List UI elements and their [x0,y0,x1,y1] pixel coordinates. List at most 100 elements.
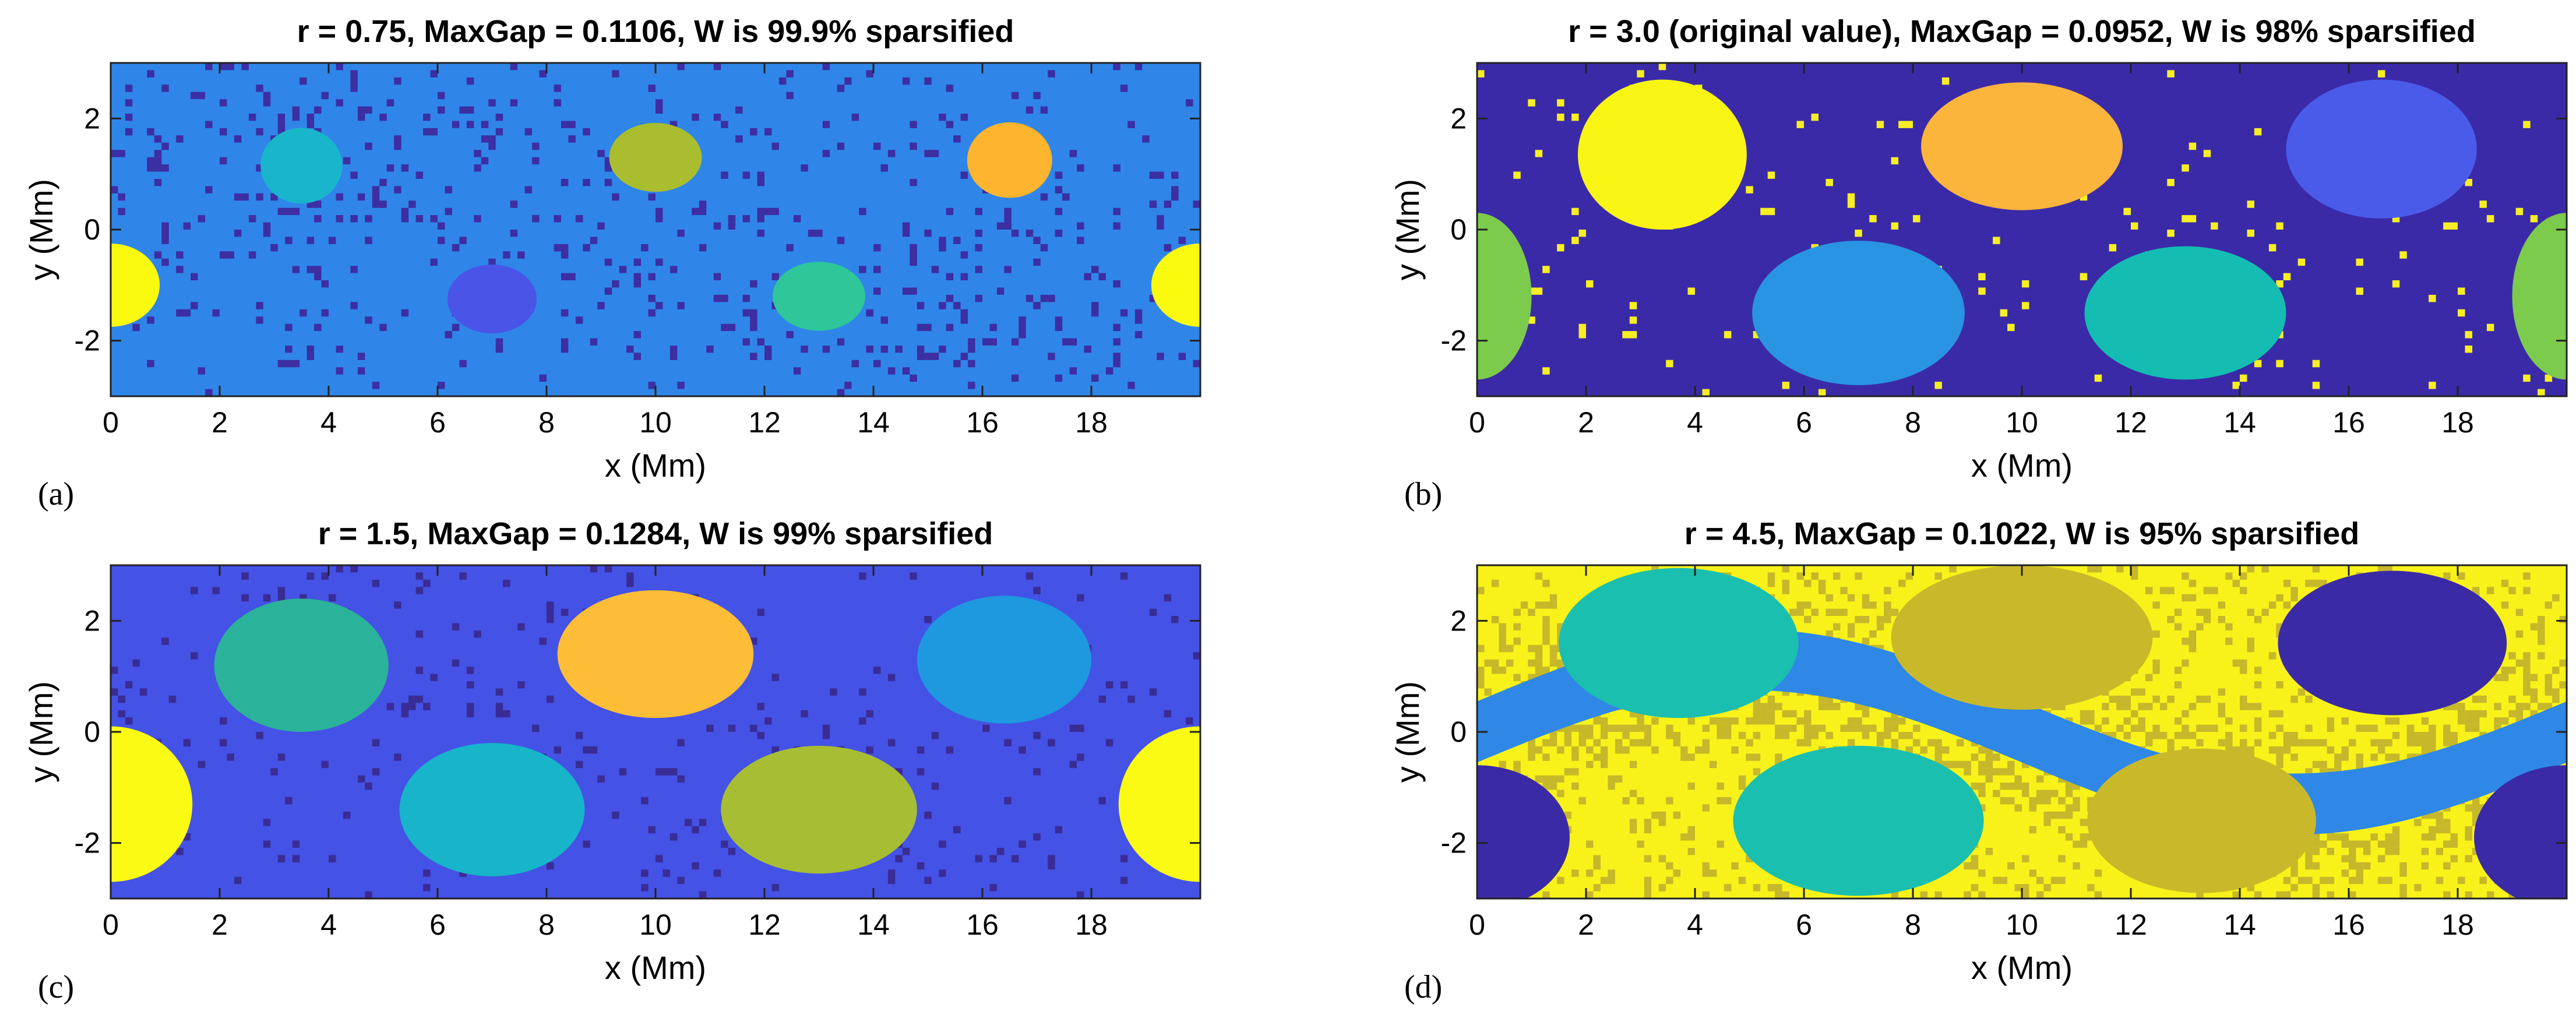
y-tick-label: 2 [1450,102,1467,135]
y-tick-label: 0 [1450,716,1467,748]
panel-label: (a) [38,476,74,512]
x-tick-label: 12 [2115,908,2147,941]
cluster-blob-1 [1921,82,2123,210]
x-tick-label: 18 [1075,406,1108,439]
panel-label: (b) [1404,476,1442,512]
cluster-blob-3 [399,743,585,876]
x-axis-label: x (Mm) [605,447,706,484]
cluster-blob-4 [721,745,917,874]
cluster-blob-0 [260,128,343,204]
cluster-blob-5 [111,726,193,882]
x-tick-label: 14 [2223,406,2256,439]
panel-a: r = 0.75, MaxGap = 0.1106, W is 99.9% sp… [23,14,1201,512]
x-tick-label: 2 [212,406,228,439]
cluster-blob-4 [2084,246,2286,380]
x-tick-label: 2 [1578,406,1594,439]
y-axis-label: y (Mm) [1389,681,1426,783]
cluster-blob-2 [2286,79,2477,219]
x-axis-label: x (Mm) [605,949,706,986]
x-tick-label: 0 [103,406,119,439]
cluster-map [1477,63,2567,396]
x-tick-label: 2 [212,908,228,941]
noise-cells [1477,63,2553,396]
y-tick-label: 0 [1450,213,1467,246]
x-tick-label: 14 [2223,908,2256,941]
x-tick-label: 6 [1796,908,1812,941]
cluster-blob-3 [447,265,537,334]
x-tick-label: 4 [320,908,337,941]
cluster-blob-6 [1151,243,1200,327]
y-tick-label: -2 [1441,325,1467,357]
y-axis-label: y (Mm) [23,681,59,783]
cluster-blob-4 [2087,748,2316,893]
y-tick-label: -2 [75,325,100,357]
x-tick-label: 0 [103,908,119,941]
x-tick-label: 8 [538,908,555,941]
x-tick-label: 10 [639,406,672,439]
x-tick-label: 4 [1687,406,1703,439]
x-tick-label: 10 [2006,406,2038,439]
panel-label: (c) [38,969,74,1005]
x-tick-label: 4 [320,406,337,439]
x-tick-label: 18 [1075,908,1108,941]
cluster-blob-2 [967,122,1052,198]
y-tick-label: 2 [84,604,100,637]
cluster-blob-0 [214,598,389,732]
y-tick-label: 0 [84,213,100,246]
x-axis-label: x (Mm) [1971,447,2073,484]
panel-c: r = 1.5, MaxGap = 0.1284, W is 99% spars… [23,516,1201,1005]
cluster-blob-6 [2474,765,2567,899]
y-tick-label: 2 [1450,604,1467,637]
cluster-map [111,63,1200,396]
x-tick-label: 16 [2332,406,2365,439]
x-tick-label: 18 [2441,406,2474,439]
noise-cells [111,565,1200,899]
panel-title: r = 0.75, MaxGap = 0.1106, W is 99.9% sp… [297,14,1014,49]
cluster-blob-0 [1577,79,1747,230]
cluster-blob-6 [1118,726,1200,882]
panel-title: r = 3.0 (original value), MaxGap = 0.095… [1568,14,2476,49]
x-tick-label: 2 [1578,908,1594,941]
cluster-blob-6 [2512,213,2567,380]
x-tick-label: 16 [2332,908,2365,941]
y-tick-label: -2 [75,827,100,859]
y-tick-label: -2 [1441,827,1467,859]
cluster-blob-3 [1733,745,1984,896]
x-tick-label: 10 [2006,908,2038,941]
panel-d: r = 4.5, MaxGap = 0.1022, W is 95% spars… [1389,516,2568,1005]
cluster-blob-0 [1559,568,1799,718]
x-tick-label: 12 [2115,406,2147,439]
x-tick-label: 8 [1905,406,1921,439]
panel-title: r = 1.5, MaxGap = 0.1284, W is 99% spars… [318,516,993,551]
y-axis-label: y (Mm) [1389,179,1426,280]
x-tick-label: 0 [1469,908,1485,941]
y-axis-label: y (Mm) [23,179,59,280]
x-tick-label: 12 [748,908,781,941]
cluster-blob-4 [773,262,865,331]
x-tick-label: 16 [966,406,999,439]
panel-b: r = 3.0 (original value), MaxGap = 0.095… [1389,14,2568,512]
x-tick-label: 14 [857,406,890,439]
x-tick-label: 16 [966,908,999,941]
x-tick-label: 6 [429,908,446,941]
cluster-blob-2 [917,596,1091,724]
y-tick-label: 0 [84,716,100,748]
cluster-blob-2 [2278,570,2507,716]
x-tick-label: 6 [1796,406,1812,439]
cluster-blob-3 [1752,241,1965,385]
cluster-blob-5 [1477,213,1532,380]
x-tick-label: 14 [857,908,890,941]
cluster-map [1477,565,2567,899]
cluster-map [111,565,1200,899]
cluster-blob-1 [557,590,754,718]
cluster-blob-5 [1477,765,1570,899]
x-tick-label: 18 [2441,908,2474,941]
x-axis-label: x (Mm) [1971,949,2073,986]
x-tick-label: 0 [1469,406,1485,439]
x-tick-label: 8 [1905,908,1921,941]
